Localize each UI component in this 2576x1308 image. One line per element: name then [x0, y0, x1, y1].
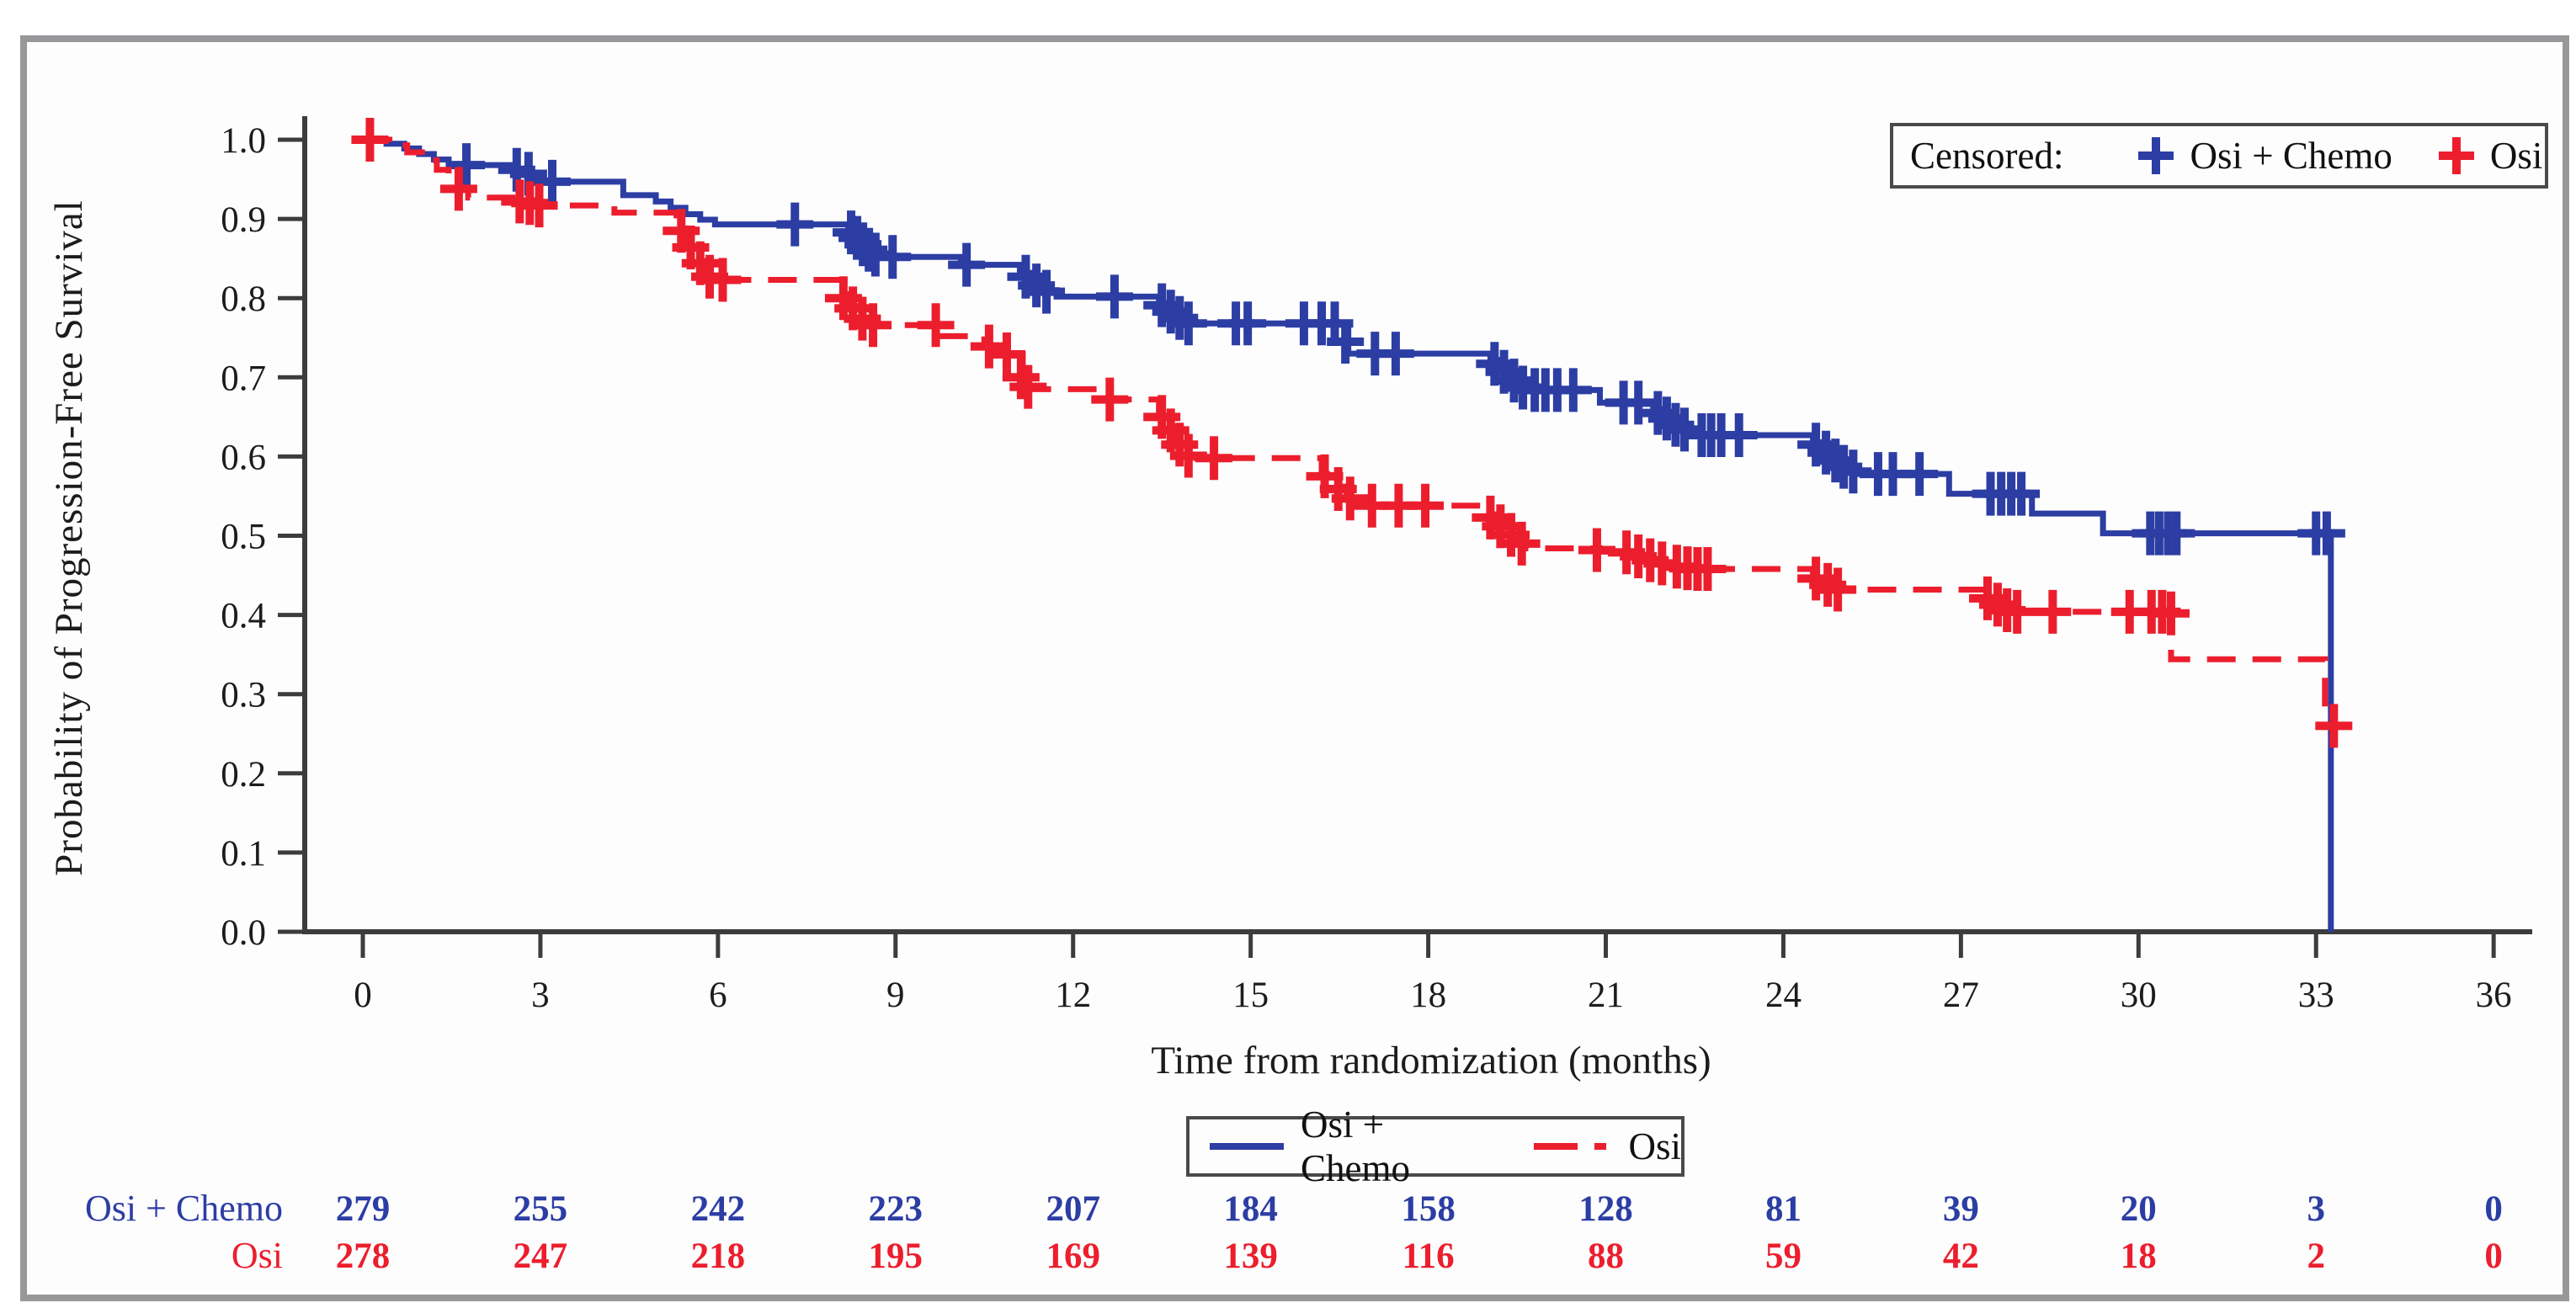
svg-text:0.3: 0.3	[221, 676, 266, 715]
svg-text:0.6: 0.6	[221, 438, 266, 477]
svg-text:15: 15	[1232, 976, 1269, 1015]
svg-text:27: 27	[1943, 976, 1979, 1015]
svg-text:0.4: 0.4	[221, 597, 266, 636]
risk-count: 279	[336, 1189, 391, 1229]
risk-count: 42	[1943, 1236, 1979, 1276]
risk-count: 3	[2307, 1189, 2325, 1229]
svg-text:36: 36	[2476, 976, 2512, 1015]
svg-text:12: 12	[1055, 976, 1091, 1015]
svg-text:21: 21	[1588, 976, 1624, 1015]
risk-count: 88	[1588, 1236, 1624, 1276]
svg-text:0.7: 0.7	[221, 359, 266, 398]
risk-count: 59	[1765, 1236, 1802, 1276]
risk-count: 242	[691, 1189, 746, 1229]
censored-legend-box: Censored: Osi + Chemo Osi	[1890, 123, 2548, 189]
risk-count: 0	[2484, 1189, 2503, 1229]
risk-row-label-osi: Osi	[231, 1235, 283, 1276]
svg-text:24: 24	[1765, 976, 1802, 1015]
y-axis-label: Probability of Progression-Free Survival	[47, 199, 91, 876]
svg-text:0.5: 0.5	[221, 518, 266, 557]
solid-line-icon	[1210, 1143, 1284, 1150]
svg-text:9: 9	[886, 976, 905, 1015]
risk-count: 169	[1046, 1236, 1100, 1276]
risk-count: 184	[1223, 1189, 1278, 1229]
risk-count: 139	[1223, 1236, 1278, 1276]
svg-text:0.1: 0.1	[221, 834, 266, 874]
censor-plus-icon-osi-chemo	[2138, 137, 2174, 174]
censor-plus-icon-osi	[2438, 137, 2474, 174]
risk-count: 2	[2307, 1236, 2325, 1276]
svg-text:30: 30	[2121, 976, 2157, 1015]
censored-legend-label-osi: Osi	[2489, 135, 2543, 177]
x-axis-label: Time from randomization (months)	[1151, 1039, 1711, 1082]
svg-text:18: 18	[1410, 976, 1446, 1015]
risk-count: 255	[514, 1189, 568, 1229]
risk-count: 158	[1401, 1189, 1456, 1229]
svg-text:0.2: 0.2	[221, 755, 266, 795]
risk-count: 20	[2121, 1189, 2157, 1229]
dashed-line-icon	[1534, 1143, 1612, 1150]
svg-text:0.0: 0.0	[221, 913, 266, 953]
figure-border-frame	[20, 35, 2569, 1301]
svg-text:1.0: 1.0	[221, 121, 266, 161]
risk-count: 278	[336, 1236, 391, 1276]
risk-count: 81	[1765, 1189, 1802, 1229]
risk-count: 207	[1046, 1189, 1100, 1229]
risk-count: 116	[1402, 1236, 1455, 1276]
risk-row-label-osi-chemo: Osi + Chemo	[84, 1188, 283, 1229]
censored-legend-label-osi-chemo: Osi + Chemo	[2190, 135, 2392, 177]
risk-count: 195	[869, 1236, 923, 1276]
risk-count: 0	[2484, 1236, 2503, 1276]
risk-count: 223	[869, 1189, 923, 1229]
svg-text:0: 0	[354, 976, 372, 1015]
risk-count: 128	[1578, 1189, 1633, 1229]
svg-text:0.8: 0.8	[221, 279, 266, 319]
svg-text:0.9: 0.9	[221, 200, 266, 240]
censored-legend-title: Censored:	[1910, 135, 2064, 177]
line-legend-box: Osi + Chemo Osi	[1186, 1103, 1685, 1189]
svg-text:6: 6	[709, 976, 727, 1015]
risk-count: 39	[1943, 1189, 1979, 1229]
risk-count: 247	[514, 1236, 568, 1276]
risk-count: 218	[691, 1236, 746, 1276]
svg-text:3: 3	[531, 976, 550, 1015]
risk-count: 18	[2121, 1236, 2157, 1276]
svg-text:33: 33	[2298, 976, 2334, 1015]
line-legend-label-osi: Osi	[1628, 1125, 1681, 1167]
line-legend-label-osi-chemo: Osi + Chemo	[1301, 1103, 1410, 1189]
